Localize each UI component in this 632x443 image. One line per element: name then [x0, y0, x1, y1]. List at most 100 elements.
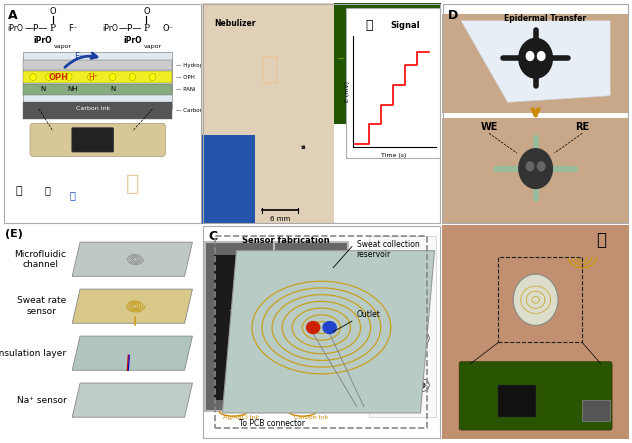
FancyBboxPatch shape	[23, 71, 173, 82]
Text: P: P	[143, 24, 150, 33]
FancyBboxPatch shape	[442, 118, 629, 224]
Text: — OPH: — OPH	[176, 74, 195, 79]
Text: — Carbon ink: — Carbon ink	[176, 108, 214, 113]
Text: O: O	[50, 8, 56, 16]
FancyBboxPatch shape	[23, 52, 173, 109]
FancyBboxPatch shape	[202, 136, 255, 224]
Text: N: N	[110, 86, 115, 92]
Circle shape	[419, 289, 425, 294]
Polygon shape	[72, 289, 193, 323]
FancyBboxPatch shape	[207, 202, 219, 213]
Text: ▪: ▪	[300, 144, 305, 149]
FancyBboxPatch shape	[346, 8, 441, 158]
Text: H⁺: H⁺	[88, 73, 98, 82]
Circle shape	[130, 74, 136, 81]
Circle shape	[537, 162, 545, 171]
FancyBboxPatch shape	[334, 3, 441, 124]
Text: E (mV): E (mV)	[346, 81, 351, 102]
Polygon shape	[72, 242, 193, 276]
FancyBboxPatch shape	[226, 179, 238, 190]
Text: OPH: OPH	[49, 73, 69, 82]
Text: Ag/AgCl Ink: Ag/AgCl Ink	[224, 415, 260, 420]
FancyBboxPatch shape	[214, 255, 269, 400]
Text: < >< <: < >< <	[298, 308, 324, 313]
Text: 6 mm: 6 mm	[270, 216, 290, 222]
Text: F⁻: F⁻	[74, 51, 83, 61]
Text: iPrO: iPrO	[123, 36, 142, 45]
Circle shape	[379, 289, 384, 294]
FancyBboxPatch shape	[284, 255, 338, 400]
FancyBboxPatch shape	[23, 84, 173, 95]
Text: N: N	[40, 86, 46, 92]
FancyBboxPatch shape	[459, 361, 612, 430]
FancyBboxPatch shape	[226, 202, 238, 213]
Polygon shape	[222, 251, 435, 413]
Text: Na⁺ sensor: Na⁺ sensor	[16, 396, 66, 404]
FancyBboxPatch shape	[23, 102, 173, 119]
Text: NH: NH	[68, 86, 78, 92]
FancyBboxPatch shape	[202, 3, 334, 224]
Circle shape	[30, 74, 36, 81]
Text: (E): (E)	[5, 229, 23, 239]
Text: Sensor fabrication: Sensor fabrication	[242, 236, 330, 245]
Circle shape	[149, 74, 155, 81]
Text: RE: RE	[575, 122, 589, 132]
Text: < >< <: < >< <	[298, 351, 324, 356]
Text: vapor: vapor	[54, 43, 72, 49]
FancyBboxPatch shape	[23, 60, 173, 70]
FancyBboxPatch shape	[498, 385, 535, 417]
FancyBboxPatch shape	[442, 225, 629, 439]
Circle shape	[379, 336, 384, 341]
FancyBboxPatch shape	[370, 236, 436, 417]
Text: < >< <: < >< <	[229, 308, 254, 313]
Polygon shape	[72, 383, 193, 417]
Text: vapor: vapor	[143, 43, 162, 49]
Text: F⁻: F⁻	[68, 24, 78, 33]
Text: 📱: 📱	[596, 231, 606, 249]
Circle shape	[109, 74, 116, 81]
Text: — PANi: — PANi	[176, 87, 196, 92]
Circle shape	[66, 74, 72, 81]
Text: ▣: ▣	[389, 32, 398, 41]
FancyBboxPatch shape	[442, 14, 629, 113]
FancyBboxPatch shape	[30, 123, 166, 156]
Text: < >< <: < >< <	[229, 351, 254, 356]
FancyBboxPatch shape	[207, 158, 219, 169]
Text: To PCB connector: To PCB connector	[239, 419, 305, 428]
Circle shape	[513, 274, 558, 326]
Polygon shape	[72, 336, 193, 370]
FancyBboxPatch shape	[274, 242, 348, 411]
Text: —P—: —P—	[119, 24, 142, 33]
Text: —P—: —P—	[24, 24, 47, 33]
Circle shape	[526, 52, 534, 60]
Circle shape	[323, 322, 336, 334]
Text: Sweat collection
reservoir: Sweat collection reservoir	[356, 240, 420, 260]
Text: ▣: ▣	[366, 78, 373, 83]
Text: Sweat rate
sensor: Sweat rate sensor	[17, 296, 66, 316]
FancyBboxPatch shape	[205, 242, 279, 411]
Text: 📶: 📶	[70, 190, 76, 200]
FancyBboxPatch shape	[226, 158, 238, 169]
Text: iPrO: iPrO	[33, 36, 52, 45]
Circle shape	[307, 322, 320, 334]
Text: Epidermal Transfer: Epidermal Transfer	[504, 14, 586, 23]
Circle shape	[399, 336, 404, 341]
Text: Signal: Signal	[391, 21, 420, 30]
Text: ✋: ✋	[126, 174, 139, 194]
Circle shape	[519, 39, 552, 78]
FancyBboxPatch shape	[582, 400, 610, 421]
Polygon shape	[461, 21, 610, 102]
Text: Nebulizer: Nebulizer	[214, 19, 256, 27]
Text: iPrO: iPrO	[7, 24, 23, 33]
Circle shape	[526, 162, 534, 171]
Circle shape	[379, 383, 384, 388]
Text: D: D	[448, 8, 458, 22]
Circle shape	[537, 52, 545, 60]
Circle shape	[419, 383, 425, 388]
Text: 🤚: 🤚	[260, 55, 278, 84]
Text: 📶: 📶	[366, 19, 374, 31]
Text: WE: WE	[480, 122, 497, 132]
Circle shape	[419, 336, 425, 341]
Text: 💻: 💻	[16, 186, 22, 196]
Text: O: O	[143, 8, 150, 16]
